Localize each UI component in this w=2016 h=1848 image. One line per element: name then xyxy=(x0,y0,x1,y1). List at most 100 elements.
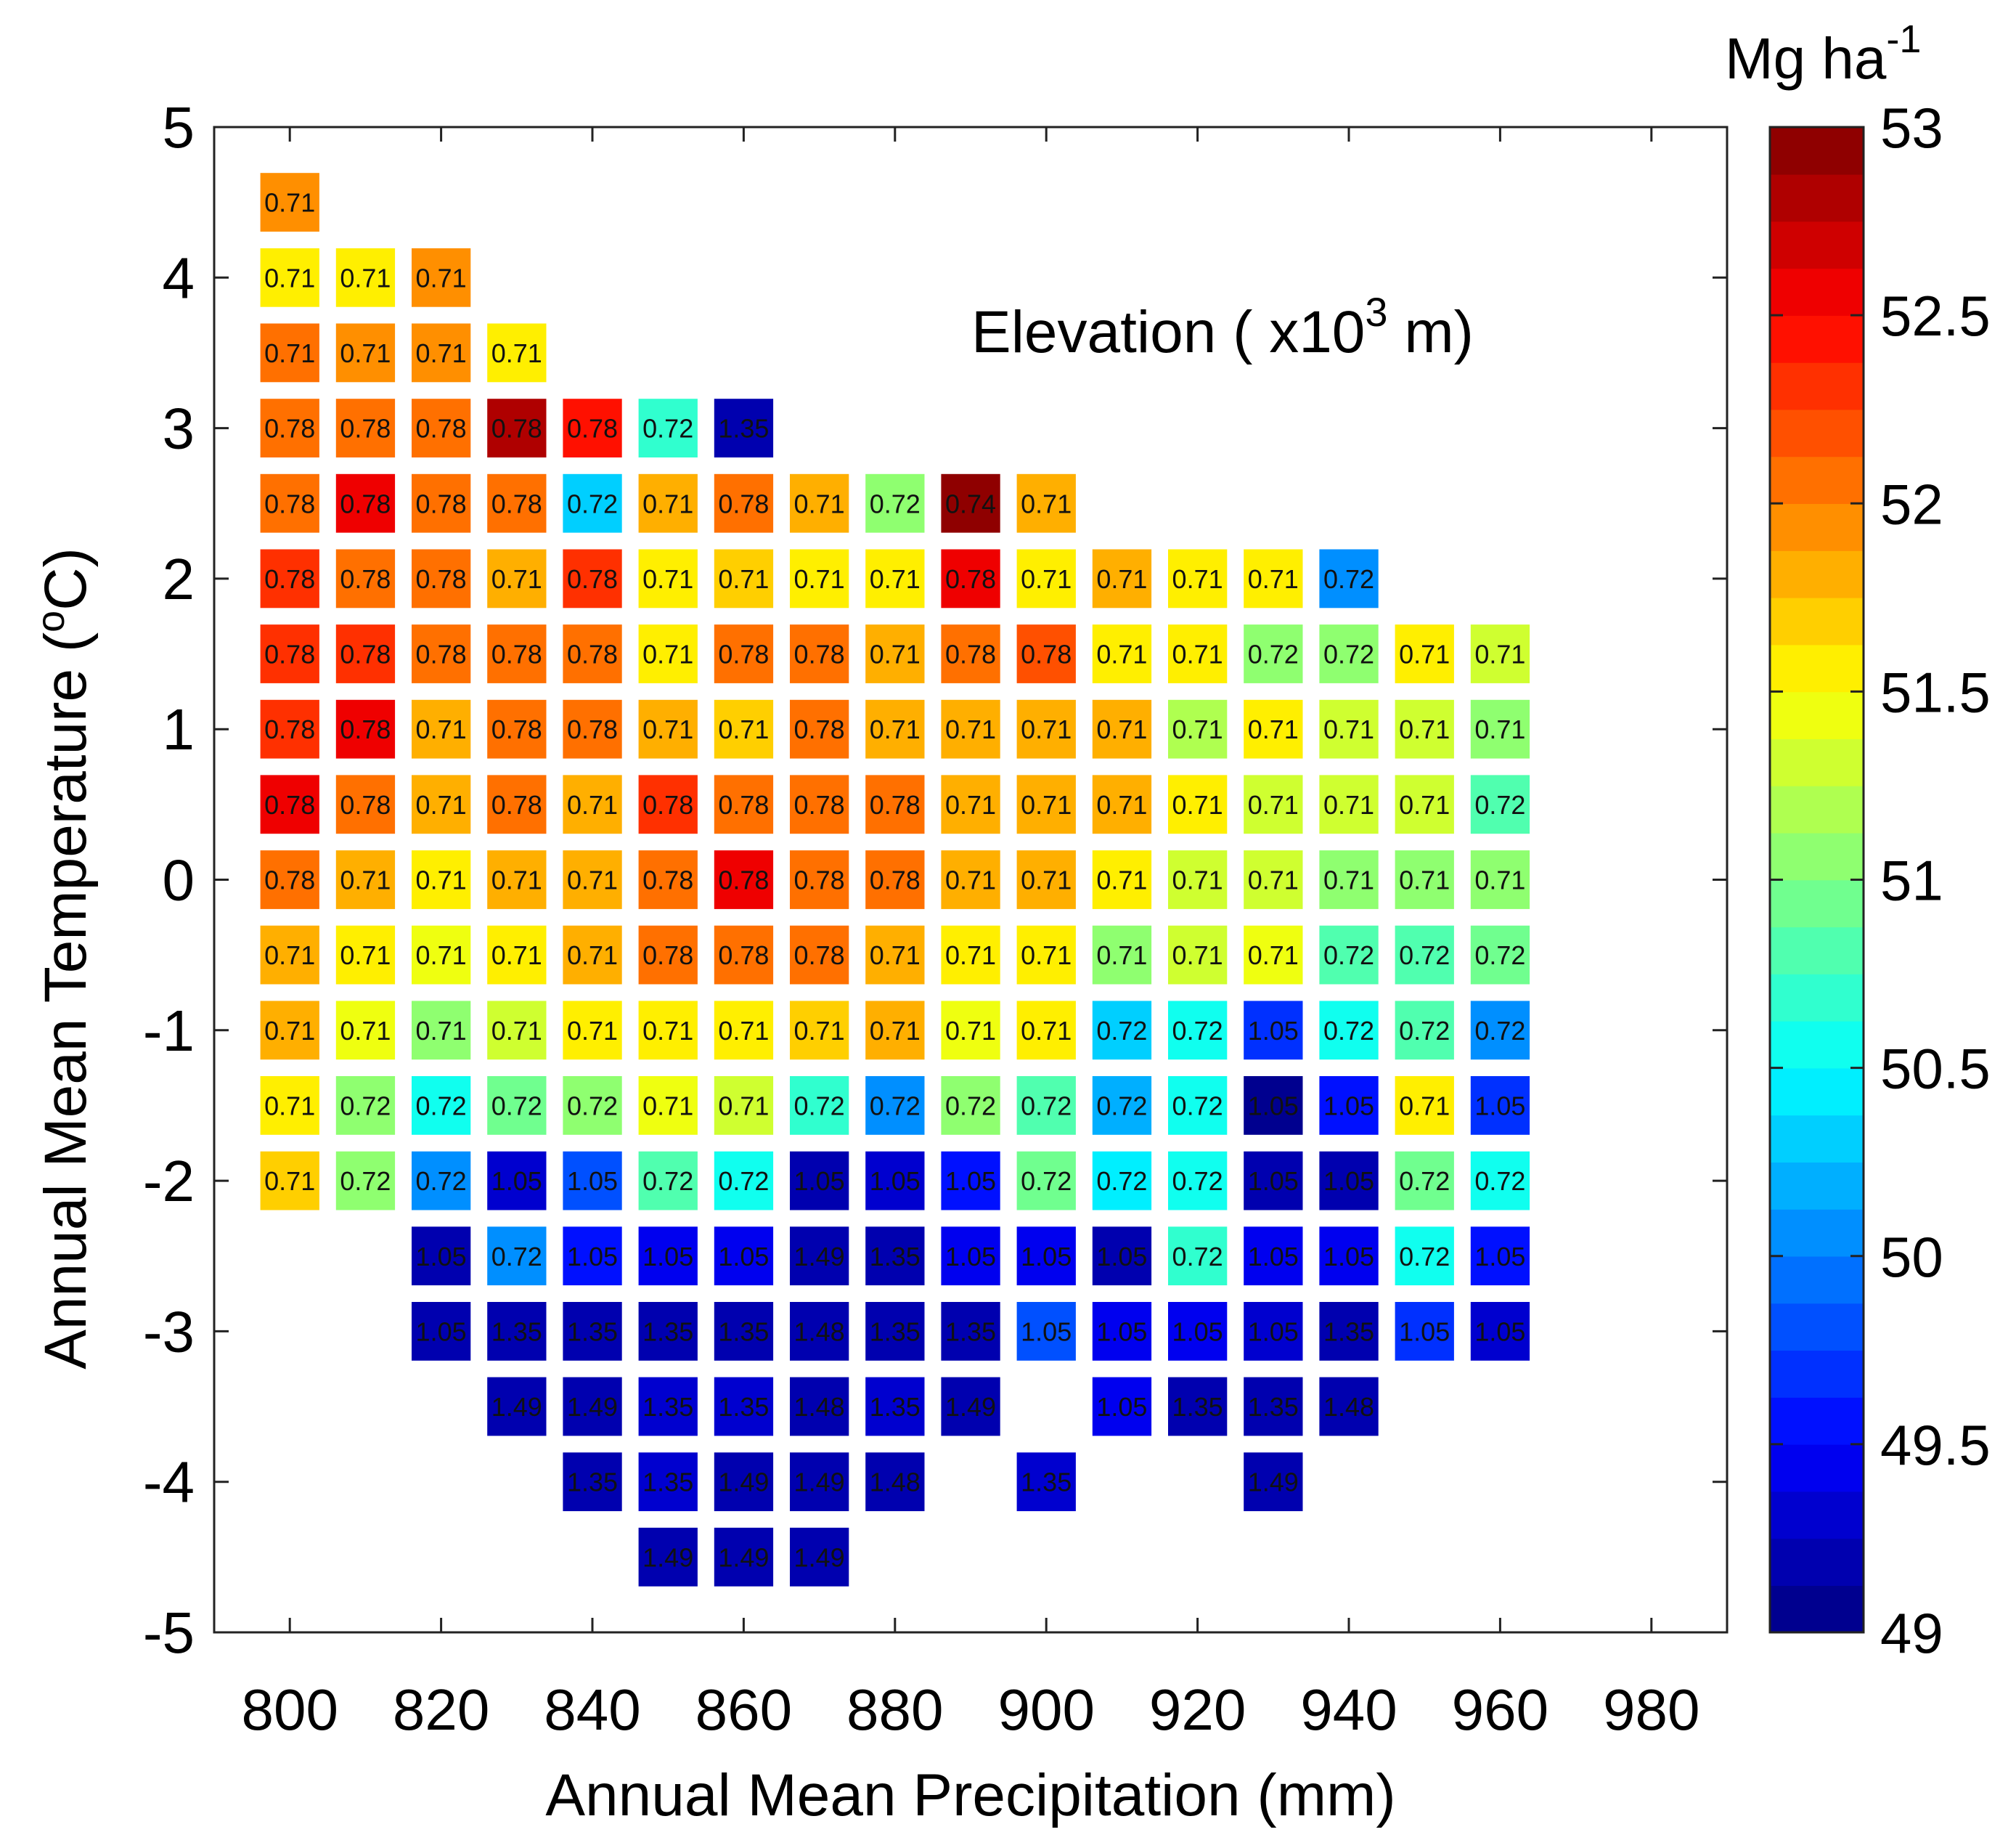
y-tick-label: 1 xyxy=(163,697,195,762)
colorbar-segment xyxy=(1770,1491,1864,1539)
cell-value-label: 0.71 xyxy=(340,940,391,970)
cell-value-label: 0.78 xyxy=(264,414,315,444)
cell-value-label: 0.71 xyxy=(794,489,845,518)
cell-value-label: 0.74 xyxy=(945,489,996,518)
cell-value-label: 0.72 xyxy=(491,1091,542,1121)
heatmap-cell xyxy=(335,1151,396,1210)
heatmap-cell xyxy=(487,1001,547,1060)
cell-value-label: 1.05 xyxy=(794,1166,845,1196)
x-tick-label: 840 xyxy=(544,1677,640,1742)
cell-value-label: 1.05 xyxy=(1248,1016,1299,1046)
heatmap-cell xyxy=(865,699,925,759)
heatmap-cell xyxy=(1395,1001,1454,1060)
x-tick-label: 820 xyxy=(393,1677,489,1742)
colorbar-segment xyxy=(1770,127,1864,175)
heatmap-cell xyxy=(714,1302,774,1361)
heatmap-cell xyxy=(941,775,1000,834)
cell-value-label: 0.72 xyxy=(1096,1016,1147,1046)
cell-value-label: 0.78 xyxy=(945,564,996,594)
colorbar-segment xyxy=(1770,1397,1864,1445)
y-tick-label: 2 xyxy=(163,547,195,611)
cell-value-label: 1.05 xyxy=(718,1242,769,1271)
cell-value-label: 0.78 xyxy=(416,564,467,594)
cell-value-label: 0.72 xyxy=(1096,1091,1147,1121)
heatmap-cell xyxy=(790,1452,849,1512)
heatmap-cell xyxy=(335,399,396,457)
elevation-annotation: Elevation ( x103 m) xyxy=(971,289,1474,365)
heatmap-cell xyxy=(1470,775,1530,834)
heatmap-cell xyxy=(412,925,471,985)
cell-value-label: 0.78 xyxy=(642,790,693,820)
cell-value-label: 0.78 xyxy=(1021,640,1072,669)
heatmap-cell xyxy=(487,1377,547,1436)
heatmap-cell xyxy=(790,699,849,759)
cell-value-label: 0.71 xyxy=(718,1091,769,1121)
cell-value-label: 0.78 xyxy=(567,640,618,669)
heatmap-cell xyxy=(1319,1001,1379,1060)
cell-value-label: 0.71 xyxy=(1474,640,1525,669)
cell-value-label: 0.71 xyxy=(718,715,769,744)
cell-value-label: 0.78 xyxy=(794,640,845,669)
cell-value-label: 0.72 xyxy=(1021,1166,1072,1196)
heatmap-cell xyxy=(1319,925,1379,985)
heatmap-cell xyxy=(563,1452,622,1512)
cell-value-label: 0.71 xyxy=(264,188,315,218)
heatmap-cell xyxy=(790,1377,849,1436)
cell-value-label: 0.71 xyxy=(491,866,542,895)
cell-value-label: 1.35 xyxy=(718,414,769,444)
colorbar-segment xyxy=(1770,268,1864,316)
heatmap-cell xyxy=(1168,1302,1228,1361)
cell-value-label: 0.71 xyxy=(1323,715,1374,744)
heatmap-cell xyxy=(1244,1076,1303,1135)
heatmap-cell xyxy=(941,850,1000,909)
cell-value-label: 0.71 xyxy=(870,715,921,744)
colorbar-tick-label: 49 xyxy=(1880,1601,1943,1665)
colorbar-tick-label: 52 xyxy=(1880,472,1943,536)
colorbar-tick-label: 51 xyxy=(1880,849,1943,913)
cell-value-label: 0.72 xyxy=(1399,1166,1450,1196)
heatmap-cell xyxy=(335,775,396,834)
x-axis-label: Annual Mean Precipitation (mm) xyxy=(545,1762,1395,1828)
heatmap-cell xyxy=(790,1076,849,1135)
heatmap-cell xyxy=(1244,1377,1303,1436)
heatmap-cell xyxy=(335,549,396,608)
cell-value-label: 1.05 xyxy=(1096,1316,1147,1346)
heatmap-cell xyxy=(1016,1226,1076,1286)
heatmap-cell xyxy=(638,399,698,457)
cell-value-label: 1.48 xyxy=(794,1316,845,1346)
heatmap-cell xyxy=(638,473,698,533)
cell-value-label: 0.71 xyxy=(416,715,467,744)
cell-value-label: 0.78 xyxy=(264,866,315,895)
cell-value-label: 0.78 xyxy=(870,790,921,820)
colorbar-segment xyxy=(1770,1303,1864,1351)
colorbar-segment xyxy=(1770,832,1864,881)
heatmap-cell xyxy=(1244,1226,1303,1286)
cell-value-label: 1.48 xyxy=(1323,1392,1374,1422)
cell-value-label: 0.78 xyxy=(416,414,467,444)
cell-value-label: 0.71 xyxy=(1399,1091,1450,1121)
colorbar-segment xyxy=(1770,456,1864,505)
cell-value-label: 0.71 xyxy=(264,1016,315,1046)
heatmap-cell xyxy=(865,1452,925,1512)
cell-value-label: 1.49 xyxy=(642,1542,693,1572)
heatmap-cell xyxy=(1092,850,1152,909)
cell-value-label: 0.71 xyxy=(340,263,391,293)
heatmap-cell xyxy=(790,549,849,608)
colorbar-segment xyxy=(1770,1585,1864,1633)
heatmap-cell xyxy=(638,850,698,909)
heatmap-cell xyxy=(941,699,1000,759)
cell-value-label: 0.72 xyxy=(642,1166,693,1196)
colorbar: 49 49.5 50 50.5 51 51.5 52 52.5 53 xyxy=(1768,96,1991,1665)
cell-value-label: 0.71 xyxy=(416,866,467,895)
heatmap-cell xyxy=(865,473,925,533)
cell-value-label: 0.78 xyxy=(340,790,391,820)
heatmap-cell xyxy=(1244,1302,1303,1361)
cell-value-label: 1.05 xyxy=(1248,1316,1299,1346)
heatmap-cell xyxy=(260,1001,319,1060)
x-tick-label: 860 xyxy=(695,1677,792,1742)
heatmap-cell xyxy=(412,1001,471,1060)
colorbar-segment xyxy=(1770,315,1864,363)
heatmap-cell xyxy=(412,1076,471,1135)
colorbar-segment xyxy=(1770,221,1864,269)
colorbar-segment xyxy=(1770,503,1864,551)
